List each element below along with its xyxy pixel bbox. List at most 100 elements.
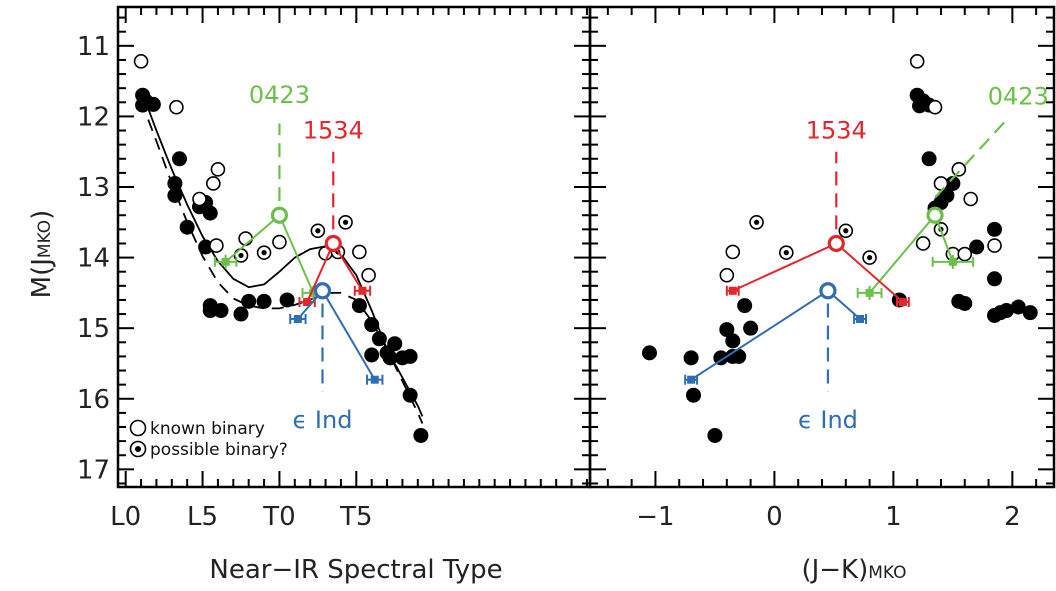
- single-object-point: [413, 427, 429, 443]
- x-tick-label: L0: [110, 502, 141, 532]
- known-binary-point: [933, 176, 949, 191]
- single-object-point: [167, 187, 183, 203]
- known-binary-point: [352, 244, 367, 260]
- x-tick-label: T0: [262, 502, 295, 532]
- system-ind-combined-marker: [313, 282, 332, 300]
- system-0423-line: [868, 213, 954, 294]
- y-axis-title-sub: MKO: [35, 220, 55, 258]
- system-0423-label-tick: [934, 119, 1008, 199]
- single-object-point: [402, 348, 418, 364]
- x-tick-label: T5: [339, 502, 372, 532]
- known-binary-point: [951, 162, 967, 177]
- possible-binary-point-center: [753, 219, 760, 225]
- svg-text:M(JMKO): M(JMKO): [27, 210, 57, 299]
- y-tick-label: 11: [77, 32, 110, 62]
- single-object-point: [241, 293, 257, 309]
- single-object-point: [1022, 305, 1038, 321]
- y-axis-title: M(JMKO): [27, 210, 57, 299]
- known-binary-point: [133, 54, 149, 69]
- legend-open-circle-marker: [129, 419, 147, 437]
- known-binary-point: [206, 176, 221, 191]
- system-0423-label: 0423: [988, 83, 1049, 111]
- single-object-point: [402, 387, 418, 403]
- possible-binary-point-center: [261, 250, 267, 256]
- y-axis-title-main: M(J: [27, 258, 57, 298]
- single-object-point: [719, 322, 735, 338]
- single-object-point: [202, 303, 218, 319]
- y-tick-label: 17: [77, 455, 110, 485]
- x-tick-label: 0: [766, 502, 783, 532]
- known-binary-point: [725, 244, 741, 260]
- single-object-point: [713, 350, 729, 366]
- y-tick-label: 13: [77, 173, 110, 203]
- panel-color: −1 0 1 2 0423 1534 ϵ Ind: [588, 5, 1056, 532]
- system-ind-component-a-marker: [293, 315, 302, 323]
- system-0423-label: 0423: [249, 81, 310, 109]
- single-object-point: [279, 292, 295, 308]
- single-object-point: [364, 317, 380, 333]
- system-ind-label: ϵ Ind: [798, 406, 858, 434]
- known-binary-point: [927, 99, 943, 115]
- legend-dotted-circle-center: [135, 446, 141, 452]
- system-ind-component-a-marker: [687, 375, 696, 384]
- svg-text:(J−K)MKO: (J−K)MKO: [801, 555, 906, 585]
- single-object-point: [987, 307, 1003, 323]
- dashed-fit-curve: [140, 100, 424, 424]
- possible-binary-point-center: [342, 219, 349, 225]
- x-axis-title-right: (J−K)MKO: [801, 555, 906, 585]
- single-object-point: [939, 187, 955, 203]
- x-tick-label: L5: [187, 502, 218, 532]
- legend-known-binary: known binary: [150, 419, 265, 439]
- single-object-point: [945, 175, 961, 191]
- known-binary-point: [169, 99, 184, 115]
- system-ind-component-b-marker: [370, 375, 379, 384]
- legend-dotted-circle-marker: [129, 440, 147, 458]
- single-object-point: [145, 96, 161, 112]
- single-object-point: [371, 331, 387, 347]
- y-tick-label: 12: [77, 102, 110, 132]
- single-object-point: [364, 347, 380, 363]
- known-binary-point: [915, 236, 931, 251]
- possible-binary-point-center: [866, 254, 873, 261]
- single-object-point: [731, 348, 747, 364]
- single-object-point: [707, 427, 723, 443]
- plot-frame: [116, 5, 592, 489]
- single-object-point: [382, 350, 398, 366]
- known-binary-point: [192, 191, 207, 207]
- system-1534-combined-marker: [827, 234, 845, 253]
- single-object-point: [179, 219, 195, 235]
- system-0423-component-b-marker: [865, 288, 874, 297]
- single-object-point: [987, 271, 1003, 287]
- single-object-point: [921, 151, 937, 167]
- single-object-point: [957, 295, 973, 311]
- system-ind-component-b-marker: [856, 315, 865, 323]
- single-object-point: [387, 336, 403, 352]
- single-object-point: [683, 350, 699, 366]
- single-object-point: [171, 151, 187, 167]
- known-binary-point: [909, 54, 925, 69]
- single-object-point: [987, 221, 1003, 237]
- single-object-point: [233, 306, 249, 322]
- single-object-point: [743, 320, 759, 336]
- system-1534-label: 1534: [806, 117, 867, 145]
- possible-binary-point-center: [783, 250, 789, 256]
- system-1534-component-a-marker: [728, 286, 737, 295]
- solid-fit-curve: [140, 89, 424, 417]
- x-axis-title-left: Near−IR Spectral Type: [209, 555, 502, 585]
- x-axis-title-color: (J−K): [801, 555, 868, 585]
- single-object-point: [213, 303, 229, 319]
- known-binary-point: [210, 162, 226, 177]
- single-object-point: [1010, 299, 1026, 315]
- y-tick-label: 14: [77, 244, 110, 274]
- y-tick-label: 16: [77, 385, 110, 415]
- single-object-point: [198, 239, 214, 255]
- x-tick-label: 1: [885, 502, 902, 532]
- legend-possible-binary: possible binary?: [150, 440, 288, 460]
- y-axis-title-close: ): [27, 210, 57, 220]
- x-axis-title-spectral-type: Near−IR Spectral Type: [209, 555, 502, 585]
- y-tick-label: 15: [77, 314, 110, 344]
- system-1534-label: 1534: [303, 117, 364, 145]
- known-binary-point: [719, 267, 735, 283]
